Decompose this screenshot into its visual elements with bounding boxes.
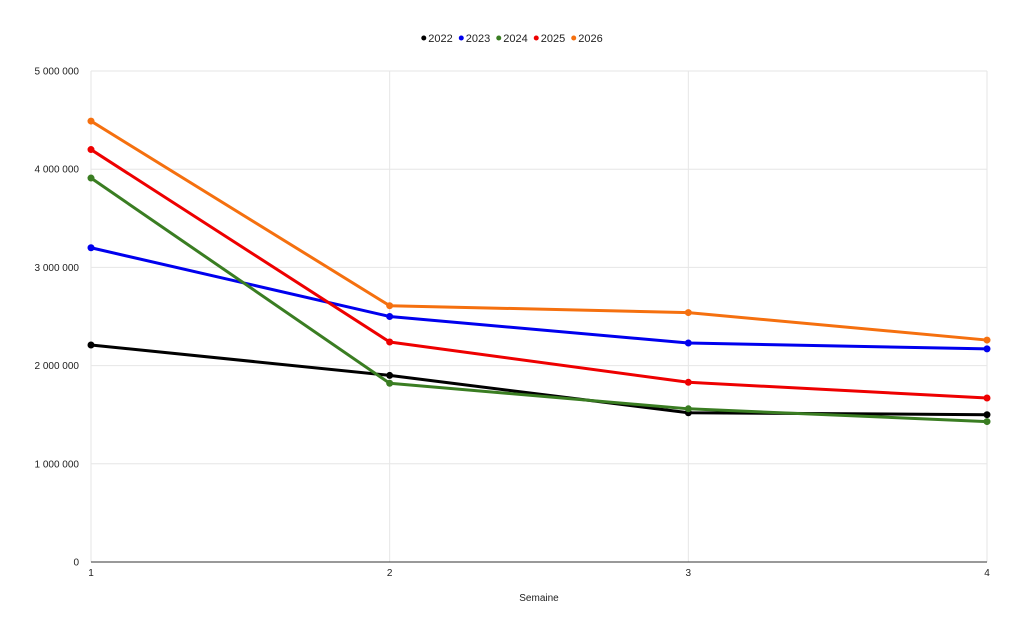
series-2026 — [87, 117, 991, 344]
data-point[interactable] — [983, 336, 991, 344]
data-point[interactable] — [87, 146, 95, 154]
legend-marker — [421, 35, 427, 41]
legend-marker — [496, 35, 502, 41]
data-point[interactable] — [87, 174, 95, 182]
legend-label: 2022 — [428, 33, 452, 45]
x-tick-label: 4 — [984, 568, 990, 579]
legend-marker — [458, 35, 464, 41]
y-tick-label: 0 — [73, 558, 79, 569]
data-point[interactable] — [87, 244, 95, 252]
x-tick-label: 2 — [387, 568, 393, 579]
legend-label: 2024 — [503, 33, 527, 45]
legend-item-2026[interactable]: 2026 — [571, 33, 603, 45]
data-point[interactable] — [684, 378, 692, 386]
series-line[interactable] — [89, 176, 989, 424]
series-2023 — [87, 244, 991, 353]
series-line[interactable] — [89, 343, 989, 417]
legend-marker — [571, 35, 577, 41]
data-point[interactable] — [983, 411, 991, 419]
legend-item-2023[interactable]: 2023 — [458, 33, 490, 45]
legend-label: 2023 — [466, 33, 490, 45]
data-point[interactable] — [386, 338, 394, 346]
series-line[interactable] — [89, 246, 989, 351]
legend-label: 2025 — [541, 33, 565, 45]
data-point[interactable] — [684, 309, 692, 317]
y-tick-label: 2 000 000 — [35, 361, 80, 372]
data-point[interactable] — [87, 341, 95, 349]
series-lines — [87, 117, 991, 426]
y-tick-label: 3 000 000 — [35, 263, 80, 274]
legend[interactable]: 2022 2023 2024 2025 2026 — [421, 33, 603, 45]
data-point[interactable] — [386, 371, 394, 379]
series-line[interactable] — [89, 119, 989, 342]
legend-label: 2026 — [578, 33, 602, 45]
series-2024 — [87, 174, 991, 426]
data-point[interactable] — [983, 345, 991, 353]
grid — [90, 70, 988, 562]
series-line[interactable] — [89, 148, 989, 400]
y-tick-label: 1 000 000 — [35, 459, 80, 470]
data-point[interactable] — [684, 339, 692, 347]
legend-item-2024[interactable]: 2024 — [496, 33, 528, 45]
data-point[interactable] — [386, 302, 394, 310]
legend-item-2025[interactable]: 2025 — [533, 33, 565, 45]
data-point[interactable] — [87, 117, 95, 125]
series-2022 — [87, 341, 991, 419]
data-point[interactable] — [983, 394, 991, 402]
legend-marker — [533, 35, 539, 41]
legend-item-2022[interactable]: 2022 — [421, 33, 453, 45]
data-point[interactable] — [386, 379, 394, 387]
y-tick-label: 4 000 000 — [35, 165, 80, 176]
series-2025 — [87, 146, 991, 402]
data-point[interactable] — [983, 418, 991, 426]
data-point[interactable] — [386, 313, 394, 320]
y-tick-label: 5 000 000 — [35, 67, 80, 78]
x-tick-label: 1 — [88, 568, 94, 579]
x-axis-title: Semaine — [519, 593, 559, 604]
data-point[interactable] — [684, 405, 692, 413]
axes: 0 1 000 000 2 000 000 3 000 000 4 000 000 5 0… — [35, 67, 991, 580]
x-tick-label: 3 — [686, 568, 692, 579]
